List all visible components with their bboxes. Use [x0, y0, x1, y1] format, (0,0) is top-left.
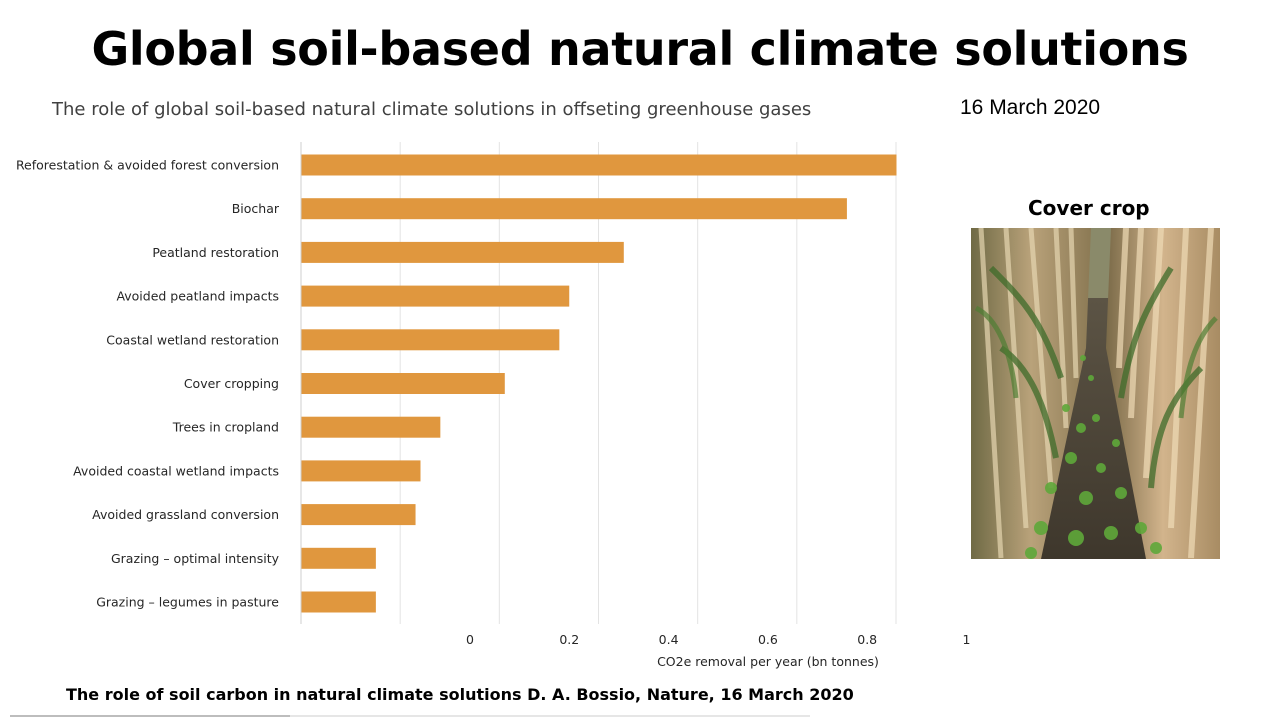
- category-label: Cover cropping: [184, 376, 279, 391]
- category-label: Avoided grassland conversion: [92, 507, 279, 522]
- citation: The role of soil carbon in natural clima…: [66, 685, 854, 704]
- bar: [301, 416, 441, 438]
- bar: [301, 591, 376, 613]
- bar: [301, 198, 847, 220]
- footer-divider-accent: [10, 715, 290, 717]
- x-tick-label: 0: [466, 632, 474, 647]
- chart-bars: [301, 154, 897, 613]
- chart-x-ticks: 0 0.2 0.4 0.6 0.8 1: [466, 632, 970, 647]
- x-tick-label: 1: [963, 632, 971, 647]
- category-label: Avoided coastal wetland impacts: [73, 463, 279, 478]
- bar: [301, 154, 897, 176]
- bar: [301, 547, 376, 569]
- cornfield-image: [971, 228, 1220, 559]
- bar: [301, 285, 570, 307]
- x-tick-label: 0.4: [659, 632, 679, 647]
- category-label: Coastal wetland restoration: [106, 332, 279, 347]
- category-label: Grazing – optimal intensity: [111, 551, 280, 566]
- category-label: Reforestation & avoided forest conversio…: [16, 158, 279, 173]
- x-axis-label: CO2e removal per year (bn tonnes): [657, 654, 879, 669]
- cover-crop-photo: [971, 228, 1220, 559]
- slide-date: 16 March 2020: [960, 96, 1101, 119]
- footer-divider: [10, 715, 810, 717]
- category-label: Biochar: [232, 201, 280, 216]
- category-label: Avoided peatland impacts: [116, 289, 279, 304]
- x-tick-label: 0.2: [559, 632, 579, 647]
- bar: [301, 373, 505, 394]
- bar: [301, 504, 416, 526]
- bar: [301, 329, 560, 351]
- chart-category-labels: Reforestation & avoided forest conversio…: [16, 158, 280, 610]
- chart-title: The role of global soil-based natural cl…: [52, 99, 812, 120]
- bar: [301, 460, 421, 482]
- category-label: Grazing – legumes in pasture: [96, 595, 279, 610]
- x-tick-label: 0.6: [758, 632, 778, 647]
- category-label: Trees in cropland: [172, 420, 279, 435]
- photo-label: Cover crop: [1028, 196, 1150, 220]
- bar: [301, 241, 624, 263]
- slide-title: Global soil-based natural climate soluti…: [91, 22, 1189, 76]
- x-tick-label: 0.8: [857, 632, 877, 647]
- category-label: Peatland restoration: [152, 245, 279, 260]
